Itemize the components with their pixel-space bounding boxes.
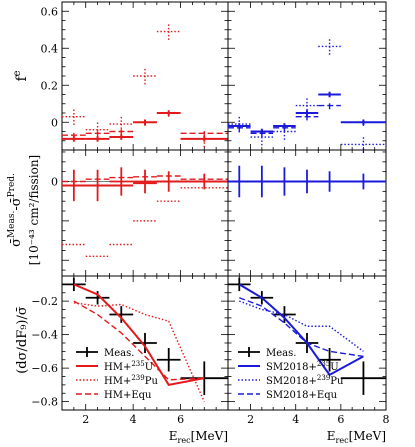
y-tick-label: −0.2 <box>31 295 58 308</box>
legend-label: HM+239Pu <box>104 374 158 387</box>
panel-bottom-left: 2 4 6 −0.8 −0.6 −0.4 −0.2 <box>31 275 229 426</box>
svg-text:(dσ/dF₉)/σ̄: (dσ/dF₉)/σ̄ <box>15 306 30 374</box>
y-tick-label: −0.8 <box>31 396 58 409</box>
x-label-right: Erec[MeV] <box>327 429 386 445</box>
series-line <box>73 302 205 402</box>
legend-label: SM2018+239Pu <box>266 374 344 387</box>
panel-top-right <box>227 1 387 153</box>
legend-label: HM+Equ <box>104 390 152 401</box>
x-tick-label: 2 <box>247 413 254 426</box>
series-line <box>73 283 205 386</box>
series-line <box>239 300 364 352</box>
y-tick-label: −0.4 <box>31 329 58 342</box>
series-line <box>239 297 364 358</box>
legend-label: HM+235U <box>104 360 153 373</box>
x-tick-label: 6 <box>177 413 184 426</box>
panel-middle-right <box>227 149 387 277</box>
panel-frame <box>61 149 229 277</box>
svg-text:σ̄Meas.-σ̄Pred.: σ̄Meas.-σ̄Pred. <box>7 173 24 247</box>
panel-frame <box>227 149 387 277</box>
y-tick-label: 0.4 <box>41 42 59 55</box>
x-tick-label: 4 <box>130 413 137 426</box>
panel-bottom-right: 2 4 6 8 <box>227 275 390 426</box>
x-tick-label: 2 <box>82 413 89 426</box>
legend-label: Meas. <box>266 348 296 359</box>
y-tick-label: 0 <box>51 116 58 129</box>
legend-label: SM2018+Equ <box>266 390 338 401</box>
panel-frame <box>227 1 387 151</box>
y-tick-label: −0.6 <box>31 362 58 375</box>
svg-text:[10⁻⁴³ cm²/fission]: [10⁻⁴³ cm²/fission] <box>27 155 41 265</box>
y-label-fe: fe <box>12 70 30 81</box>
legend-label: Meas. <box>104 348 134 359</box>
y-tick-label: 0 <box>51 176 58 189</box>
x-tick-label: 6 <box>337 413 344 426</box>
y-label-sigma: σ̄Meas.-σ̄Pred. [10⁻⁴³ cm²/fission] <box>7 155 41 265</box>
x-tick-label: 8 <box>383 413 390 426</box>
y-label-slope: (dσ/dF₉)/σ̄ <box>15 306 30 374</box>
legend-label: SM2018+235U <box>266 360 339 373</box>
series-line <box>73 300 205 381</box>
panel-middle-left: 0 <box>51 149 229 277</box>
svg-text:fe: fe <box>12 70 30 81</box>
x-label-left: Erec[MeV] <box>169 429 228 445</box>
panel-top-left: 0 0.2 0.4 0.6 <box>41 1 229 151</box>
series-line <box>238 283 364 377</box>
y-tick-label: 0.6 <box>41 5 59 18</box>
x-tick-label: 4 <box>292 413 299 426</box>
y-tick-label: 0.2 <box>41 79 59 92</box>
